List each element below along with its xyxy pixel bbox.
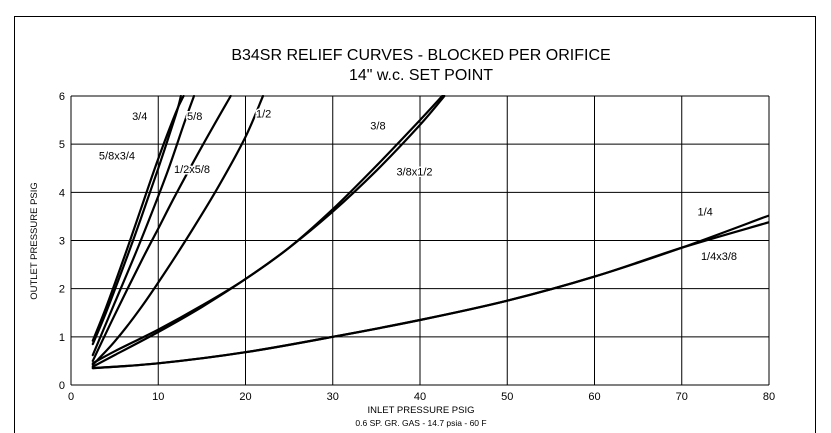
- x-tick-label: 40: [414, 391, 426, 403]
- y-tick-label: 5: [59, 139, 65, 151]
- x-tick-label: 20: [239, 391, 251, 403]
- x-tick-label: 0: [68, 391, 74, 403]
- curves: [91, 95, 769, 370]
- curve-label: 3/8x1/2: [396, 166, 432, 178]
- curve-label: 1/2x5/8: [174, 164, 210, 176]
- curve-label: 1/4: [697, 206, 712, 218]
- curve-label: 3/4: [132, 111, 147, 123]
- curve-labels: 3/4 5/8 1/2 5/8x3/4 1/2x5/8 3/8 3/8x1/2 1/4 1/4x…: [97, 107, 738, 264]
- chart-title-line1: B34SR RELIEF CURVES - BLOCKED PER ORIFIC…: [231, 47, 610, 64]
- x-tick-label: 80: [763, 391, 775, 403]
- curve-label: 5/8x3/4: [99, 151, 135, 163]
- curve-label: 3/8: [370, 121, 385, 133]
- curve-line: [91, 95, 196, 357]
- curve-label: 1/2: [256, 109, 271, 121]
- curve-line: [91, 221, 769, 370]
- curve-label: 5/8: [187, 111, 202, 123]
- x-tick-label: 50: [501, 391, 513, 403]
- x-tick-label: 70: [676, 391, 688, 403]
- y-tick-label: 0: [59, 380, 65, 392]
- x-tick-label: 60: [588, 391, 600, 403]
- grid: [70, 95, 770, 386]
- y-tick-label: 3: [59, 236, 65, 248]
- axis-ticks: 0 10 20 30 40 50 60 70 80 0 1 2 3 4 5 6: [59, 91, 775, 403]
- curve-line: [91, 95, 445, 368]
- y-axis-label: OUTLET PRESSURE PSIG: [29, 182, 40, 300]
- curve-line: [91, 214, 769, 370]
- chart-frame: [14, 16, 816, 433]
- y-tick-label: 2: [59, 284, 65, 296]
- curve-label: 1/4x3/8: [701, 251, 737, 263]
- y-tick-label: 1: [59, 332, 65, 344]
- x-tick-label: 10: [152, 391, 164, 403]
- x-tick-label: 30: [327, 391, 339, 403]
- chart-title-line2: 14" w.c. SET POINT: [349, 67, 493, 84]
- y-tick-label: 6: [59, 91, 65, 103]
- x-axis-label: INLET PRESSURE PSIG: [368, 405, 475, 416]
- x-axis-note: 0.6 SP. GR. GAS - 14.7 psia - 60 F: [355, 418, 486, 428]
- y-tick-label: 4: [59, 187, 65, 199]
- curve-line: [91, 95, 265, 366]
- curve-line: [91, 95, 182, 346]
- curve-line: [91, 95, 232, 362]
